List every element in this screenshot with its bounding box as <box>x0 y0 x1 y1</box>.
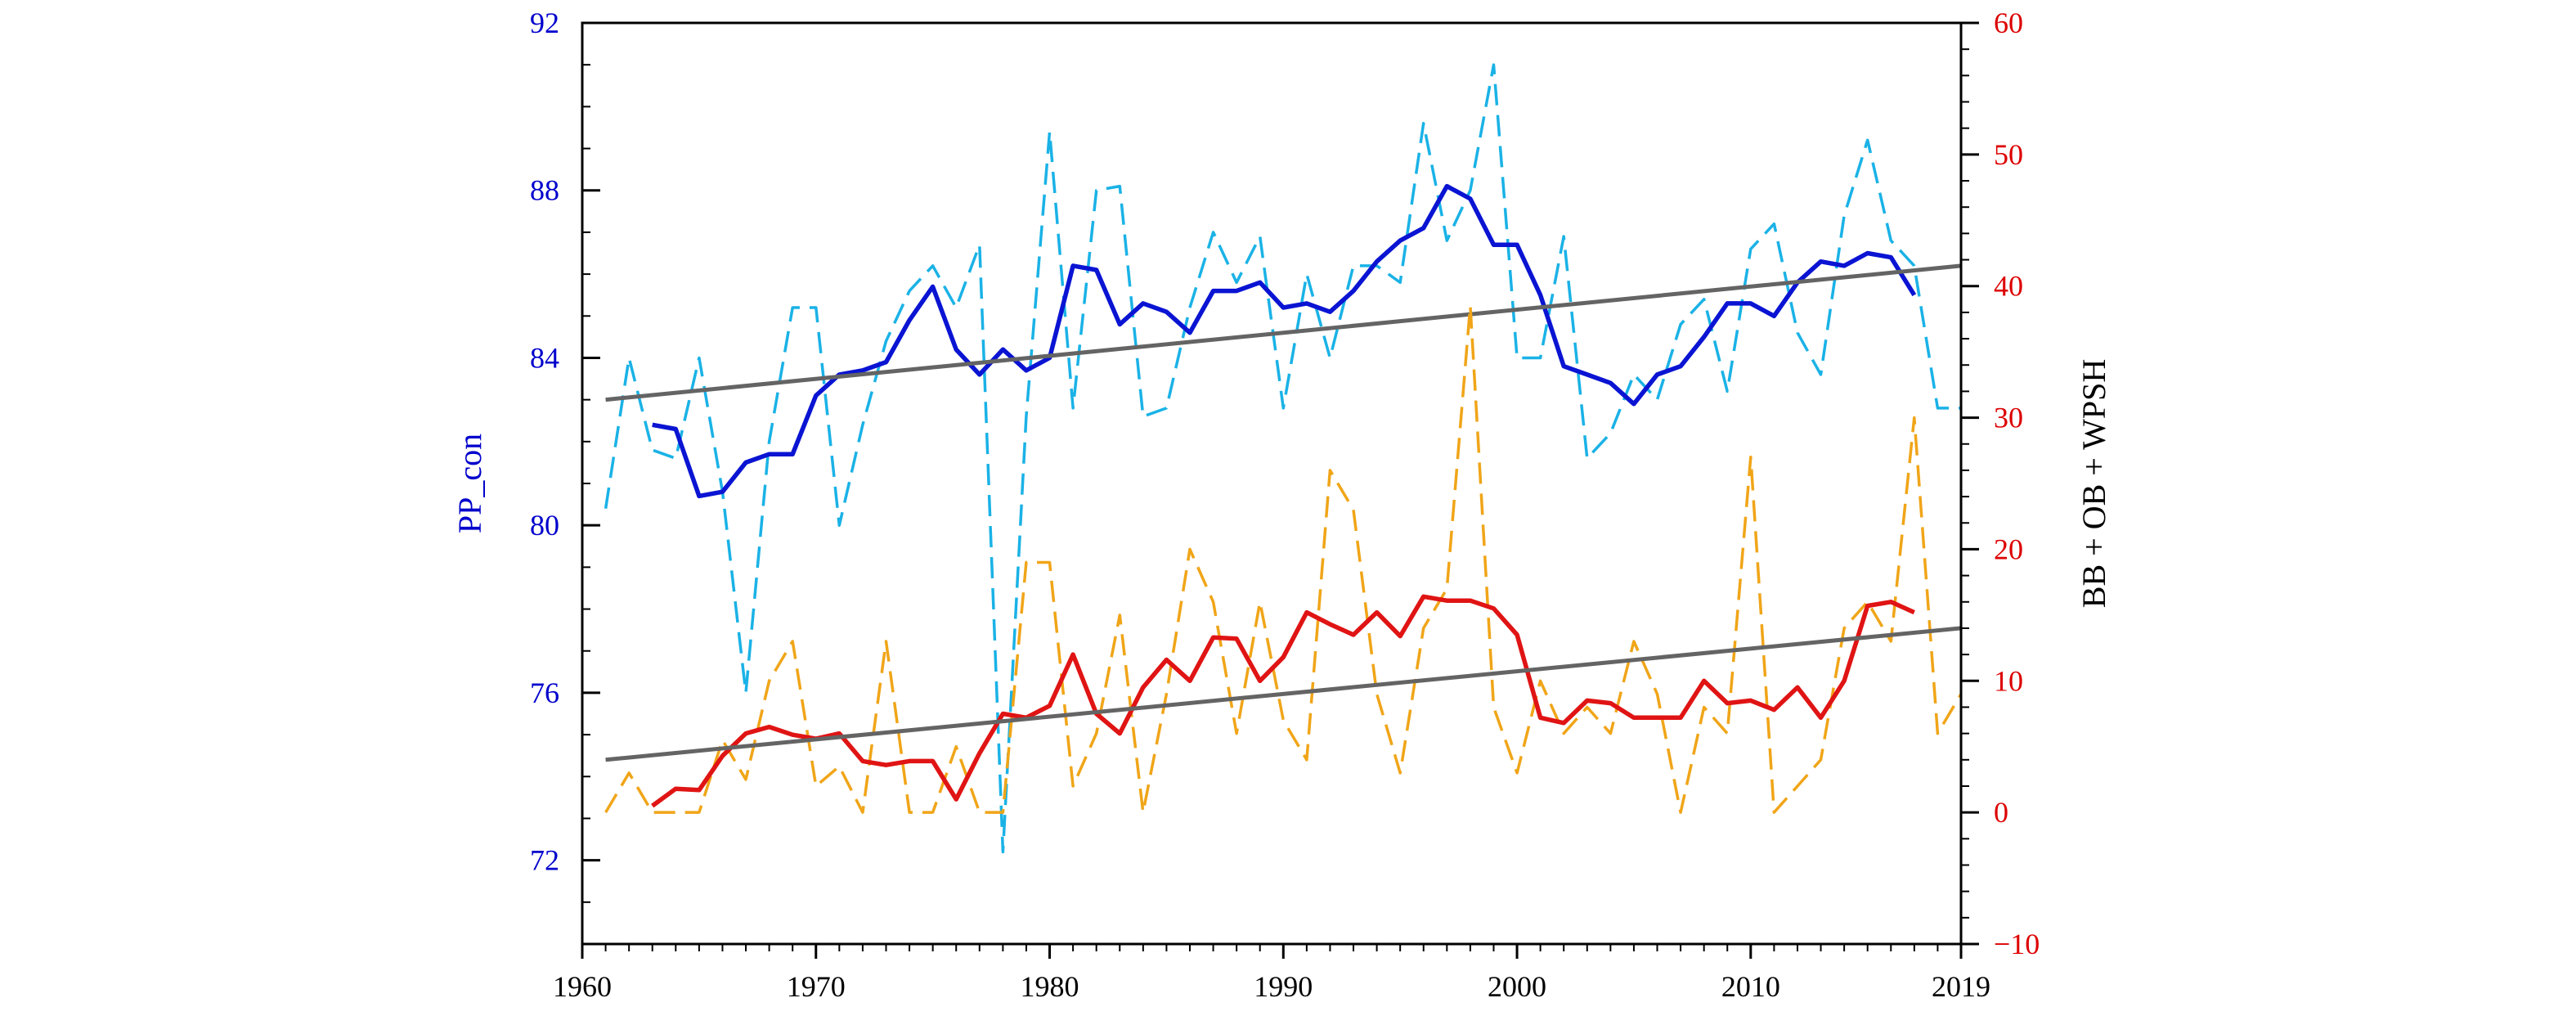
y-right-tick-label: 40 <box>1994 270 2023 303</box>
y-left-tick-label: 92 <box>530 7 559 39</box>
right-axis-title: BB + OB + WPSH <box>2076 359 2112 608</box>
y-right-tick-label: 60 <box>1994 7 2023 39</box>
x-tick-label: 2019 <box>1932 970 1990 1003</box>
pp-con-raw-dashed-line <box>604 63 1961 854</box>
y-left-tick-label: 84 <box>530 341 559 374</box>
pp-con-smoothed-line <box>652 183 1917 499</box>
series-layer <box>604 63 1963 854</box>
y-right-tick-label: 30 <box>1994 402 2023 434</box>
bb-ob-wpsh-smoothed-line <box>651 594 1915 808</box>
y-right-tick-label: 50 <box>1994 138 2023 171</box>
y-right-tick-label: 0 <box>1994 796 2008 829</box>
y-left-tick-label: 88 <box>530 174 559 207</box>
y-right-tick-label: 20 <box>1994 533 2023 565</box>
y-left-tick-label: 72 <box>530 844 559 877</box>
y-right-tick-label: −10 <box>1994 928 2040 960</box>
plot-frame <box>581 21 1963 946</box>
pp-con-trend-line <box>605 263 1962 402</box>
axes-layer: 1960 1970 1980 1990 2000 2010 2019727680848892… <box>530 7 2040 1003</box>
x-tick-label: 1960 <box>553 970 612 1003</box>
left-axis-title: PP_con <box>451 434 488 533</box>
x-tick-label: 1970 <box>787 970 846 1003</box>
x-tick-label: 2010 <box>1721 970 1780 1003</box>
y-left-tick-label: 76 <box>530 677 559 709</box>
y-left-tick-label: 80 <box>530 509 559 542</box>
y-right-tick-label: 10 <box>1994 664 2023 697</box>
x-tick-label: 2000 <box>1488 970 1546 1003</box>
bb-ob-wpsh-trend-line <box>605 626 1962 762</box>
x-tick-label: 1990 <box>1254 970 1313 1003</box>
bb-ob-wpsh-raw-dashed-line <box>604 304 1963 814</box>
x-tick-label: 1980 <box>1021 970 1079 1003</box>
